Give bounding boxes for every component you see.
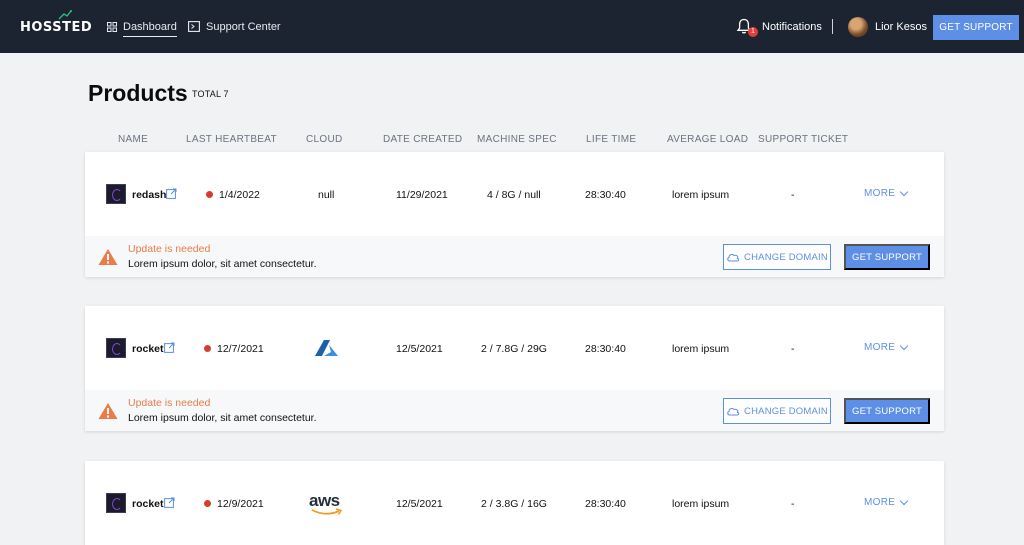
product-name: rocket [132, 498, 164, 510]
cloud-icon [727, 407, 740, 416]
heartbeat-status-dot [204, 345, 211, 352]
support-ticket: - [791, 343, 795, 355]
nav-support-center[interactable]: Support Center [188, 0, 281, 53]
chevron-down-icon [899, 187, 909, 197]
top-nav-bar: HOSSTED Dashboard Support Center 1 Notif… [0, 0, 1024, 53]
column-header-date-created: DATE CREATED [383, 134, 463, 145]
aws-smile-icon [311, 508, 343, 515]
update-warning-bar: Update is needed Lorem ipsum dolor, sit … [85, 236, 944, 277]
page-title: Products [88, 80, 188, 106]
product-row[interactable]: rocket 12/9/2021 aws 12/5/2021 2 / 3.8G … [85, 461, 944, 545]
more-dropdown[interactable]: MORE [864, 187, 909, 199]
warning-text: Lorem ipsum dolor, sit amet consectetur. [128, 258, 317, 270]
last-heartbeat: 12/7/2021 [217, 343, 264, 355]
last-heartbeat: 1/4/2022 [219, 189, 260, 201]
last-heartbeat: 12/9/2021 [217, 498, 264, 510]
product-card: redash 1/4/2022 null 11/29/2021 4 / 8G /… [85, 152, 944, 277]
product-app-icon [106, 338, 126, 358]
azure-icon [315, 340, 338, 356]
column-header-support-ticket: SUPPORT TICKET [758, 134, 849, 145]
notifications-button[interactable]: 1 Notifications [736, 0, 822, 53]
average-load: lorem ipsum [672, 189, 730, 201]
nav-dashboard[interactable]: Dashboard [107, 0, 177, 53]
life-time: 28:30:40 [585, 343, 626, 355]
change-domain-label: CHANGE DOMAIN [744, 405, 828, 417]
more-dropdown[interactable]: MORE [864, 341, 909, 353]
aws-wordmark: aws [309, 491, 340, 510]
cloud-icon [727, 253, 740, 262]
external-link-icon[interactable] [166, 188, 177, 199]
column-header-life-time: LIFE TIME [586, 134, 637, 145]
nav-support-center-label: Support Center [206, 20, 281, 33]
product-name: redash [132, 189, 167, 201]
column-header-last-heartbeat: LAST HEARTBEAT [186, 134, 277, 145]
hossted-logo[interactable]: HOSSTED [20, 10, 93, 38]
change-domain-button[interactable]: CHANGE DOMAIN [723, 398, 831, 424]
aws-icon: aws [309, 491, 345, 517]
machine-spec: 2 / 7.8G / 29G [481, 343, 547, 355]
date-created: 12/5/2021 [396, 343, 443, 355]
product-card: rocket 12/7/2021 12/5/2021 2 / 7.8G / 29… [85, 306, 944, 431]
support-ticket: - [791, 189, 795, 201]
product-row[interactable]: rocket 12/7/2021 12/5/2021 2 / 7.8G / 29… [85, 306, 944, 390]
machine-spec: 2 / 3.8G / 16G [481, 498, 547, 510]
notifications-label: Notifications [762, 20, 822, 33]
bell-icon: 1 [736, 18, 758, 37]
machine-spec: 4 / 8G / null [487, 189, 541, 201]
column-header-name: NAME [118, 134, 149, 145]
product-row[interactable]: redash 1/4/2022 null 11/29/2021 4 / 8G /… [85, 152, 944, 236]
logo-spark-icon [58, 10, 72, 20]
warning-title: Update is needed [128, 397, 211, 409]
user-menu[interactable]: Lior Kesos [848, 0, 927, 53]
products-total-count: TOTAL 7 [192, 89, 229, 99]
life-time: 28:30:40 [585, 189, 626, 201]
logo-text: HOSSTED [20, 19, 93, 35]
change-domain-label: CHANGE DOMAIN [744, 251, 828, 263]
date-created: 11/29/2021 [396, 189, 448, 201]
column-header-average-load: AVERAGE LOAD [667, 134, 749, 145]
warning-triangle-icon [98, 403, 118, 419]
nav-dashboard-label: Dashboard [123, 21, 177, 37]
warning-triangle-icon [98, 249, 118, 265]
header-get-support-button[interactable]: GET SUPPORT [933, 15, 1019, 40]
more-dropdown[interactable]: MORE [864, 496, 909, 508]
dashboard-grid-icon [107, 21, 117, 32]
get-support-button[interactable]: GET SUPPORT [844, 398, 930, 424]
column-header-machine-spec: MACHINE SPEC [477, 134, 557, 145]
heartbeat-status-dot [204, 500, 211, 507]
average-load: lorem ipsum [672, 343, 730, 355]
chevron-down-icon [899, 341, 909, 351]
column-header-cloud: CLOUD [306, 134, 343, 145]
avatar [848, 16, 868, 37]
chevron-down-icon [899, 496, 909, 506]
more-label: MORE [864, 497, 896, 508]
update-warning-bar: Update is needed Lorem ipsum dolor, sit … [85, 390, 944, 431]
warning-title: Update is needed [128, 243, 211, 255]
warning-text: Lorem ipsum dolor, sit amet consectetur. [128, 412, 317, 424]
product-app-icon [106, 184, 126, 204]
support-ticket: - [791, 498, 795, 510]
external-link-icon[interactable] [164, 497, 175, 508]
cloud-value: null [318, 189, 335, 201]
notifications-count-badge: 1 [748, 26, 758, 37]
product-name: rocket [132, 343, 164, 355]
product-app-icon [106, 493, 126, 513]
get-support-button[interactable]: GET SUPPORT [844, 244, 930, 270]
product-card: rocket 12/9/2021 aws 12/5/2021 2 / 3.8G … [85, 461, 944, 545]
life-time: 28:30:40 [585, 498, 626, 510]
more-label: MORE [864, 188, 896, 199]
user-name: Lior Kesos [875, 20, 927, 33]
external-link-icon[interactable] [164, 342, 175, 353]
support-center-icon [188, 21, 200, 32]
nav-divider [832, 19, 833, 34]
heartbeat-status-dot [206, 191, 213, 198]
more-label: MORE [864, 342, 896, 353]
change-domain-button[interactable]: CHANGE DOMAIN [723, 244, 831, 270]
average-load: lorem ipsum [672, 498, 730, 510]
date-created: 12/5/2021 [396, 498, 443, 510]
